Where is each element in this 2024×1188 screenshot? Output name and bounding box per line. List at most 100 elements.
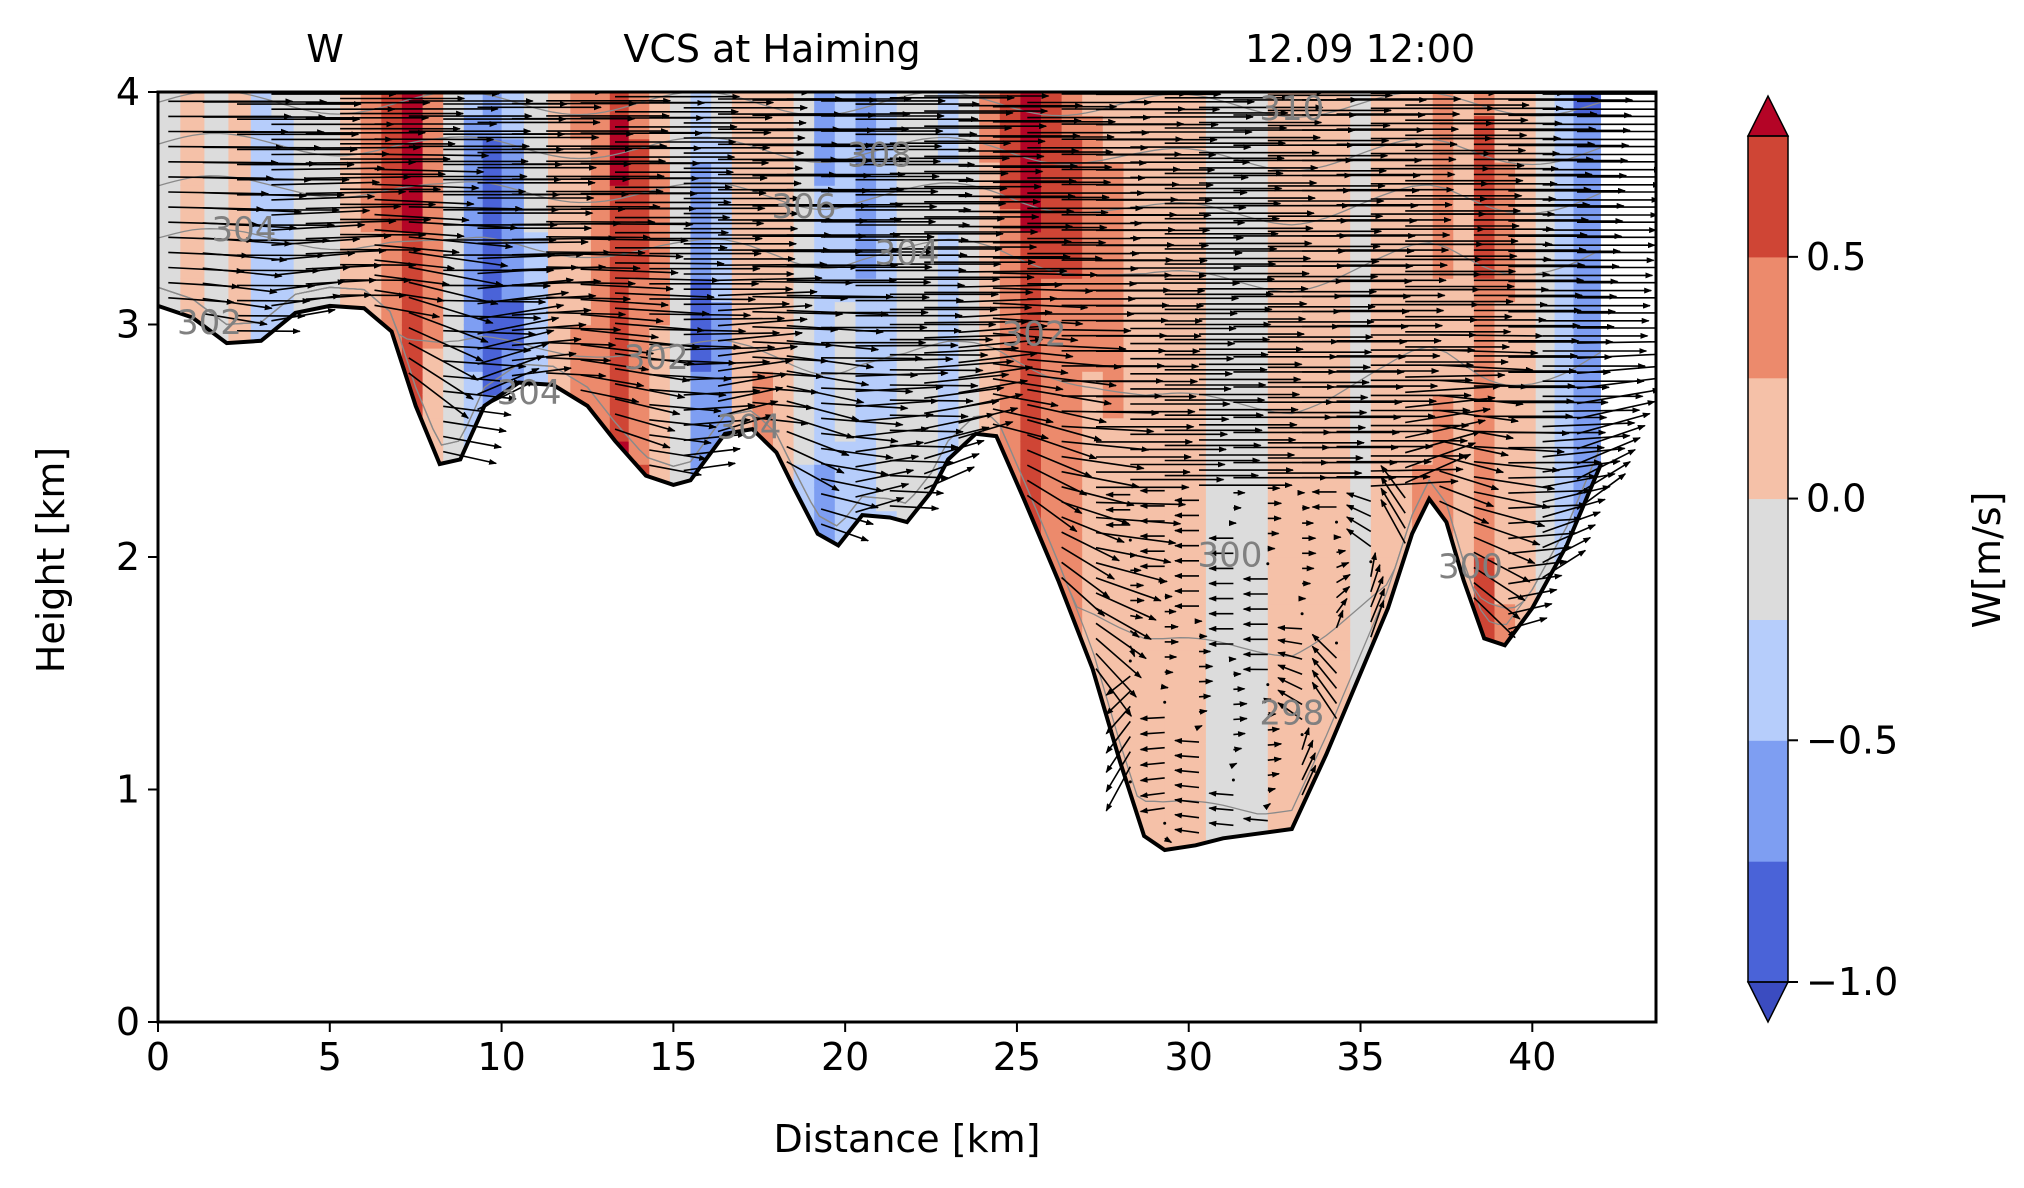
wind-vector — [1198, 678, 1214, 685]
w-cell — [1535, 510, 1556, 535]
w-cell — [669, 185, 692, 210]
w-cell — [204, 138, 230, 163]
w-cell — [570, 185, 592, 210]
w-cell — [1267, 789, 1290, 814]
w-cell — [1041, 487, 1063, 512]
contour-label: 300 — [1438, 547, 1503, 587]
wind-vector — [1163, 821, 1167, 825]
w-cell — [1247, 557, 1269, 582]
wind-vector — [889, 398, 974, 405]
x-tick-label: 40 — [1508, 1035, 1556, 1079]
w-cell — [711, 92, 733, 117]
wind-vector — [1266, 683, 1270, 687]
colorbar: −1.0 −0.5 0.0 0.5 — [1746, 94, 1898, 1024]
w-cell — [752, 394, 774, 419]
w-cell — [1473, 324, 1496, 349]
w-cell — [1267, 580, 1290, 605]
w-cell — [1164, 719, 1187, 744]
w-cell — [1267, 533, 1290, 558]
w-cell — [649, 254, 671, 279]
w-cell — [628, 92, 651, 117]
colorbar-tick-label: −0.5 — [1806, 718, 1898, 762]
w-cell — [501, 208, 525, 233]
w-cell — [1185, 719, 1207, 744]
w-cell — [1205, 371, 1228, 396]
y-tick-label: 4 — [116, 70, 140, 114]
w-cell — [1082, 115, 1104, 140]
w-cell — [1309, 650, 1331, 675]
w-cell — [1082, 580, 1104, 605]
w-cell — [1309, 464, 1331, 489]
w-cell — [1226, 650, 1248, 675]
w-cell — [1185, 603, 1207, 628]
w-cell — [1082, 138, 1104, 163]
w-cell — [1247, 673, 1269, 698]
w-cell — [1123, 208, 1145, 233]
w-cell — [422, 115, 444, 140]
w-cell — [1020, 440, 1042, 465]
w-cell — [1041, 324, 1063, 349]
w-cell — [628, 185, 651, 210]
w-cell — [1082, 440, 1104, 465]
w-cell — [271, 278, 295, 303]
w-cell — [1205, 510, 1228, 535]
w-cell — [1123, 231, 1145, 256]
w-cell — [1288, 719, 1310, 744]
w-cell — [1226, 510, 1248, 535]
w-cell — [523, 347, 549, 372]
w-cell — [1123, 510, 1145, 535]
w-cell — [1515, 347, 1537, 372]
w-cell — [1494, 603, 1516, 628]
w-cell — [1535, 394, 1556, 419]
w-cell — [1309, 417, 1331, 442]
wind-vector — [1233, 701, 1248, 708]
w-cell — [1102, 650, 1125, 675]
w-cell — [1515, 580, 1537, 605]
w-cell — [381, 254, 403, 279]
w-cell — [1144, 394, 1166, 419]
w-cell — [609, 371, 630, 396]
w-cell — [1329, 557, 1351, 582]
w-cell — [1247, 347, 1269, 372]
w-cell — [1554, 301, 1575, 326]
w-cell — [1535, 440, 1556, 465]
w-cell — [876, 115, 898, 140]
w-cell — [228, 185, 252, 210]
w-cell — [1288, 161, 1310, 186]
w-cell — [1144, 440, 1166, 465]
w-cell — [896, 208, 919, 233]
wind-vector — [546, 249, 646, 256]
w-cell — [228, 115, 252, 140]
w-cell — [1309, 347, 1331, 372]
w-cell — [1329, 347, 1351, 372]
w-cell — [590, 394, 611, 419]
w-cell — [317, 138, 341, 163]
w-cell — [628, 301, 651, 326]
w-cell — [180, 254, 206, 279]
w-cell — [1432, 92, 1455, 117]
x-tick-label: 0 — [146, 1035, 170, 1079]
w-cell — [773, 115, 795, 140]
w-cell — [1164, 231, 1187, 256]
w-cell — [1247, 580, 1269, 605]
w-cell — [1123, 696, 1145, 721]
w-cell — [1370, 324, 1393, 349]
w-cell — [1391, 417, 1413, 442]
w-cell — [731, 324, 754, 349]
w-cell — [1164, 440, 1187, 465]
w-cell — [1082, 487, 1104, 512]
w-cell — [1288, 557, 1310, 582]
w-cell — [1102, 231, 1125, 256]
w-cell — [1288, 626, 1310, 651]
y-axis-label: Height [km] — [29, 447, 73, 673]
w-cell — [271, 185, 295, 210]
w-cell — [1144, 115, 1166, 140]
w-cell — [1350, 347, 1372, 372]
w-cell — [1412, 92, 1434, 117]
w-cell — [1164, 371, 1187, 396]
w-cell — [1102, 185, 1125, 210]
wind-vector — [202, 144, 322, 151]
w-cell — [896, 487, 919, 512]
w-cell — [1267, 766, 1290, 791]
